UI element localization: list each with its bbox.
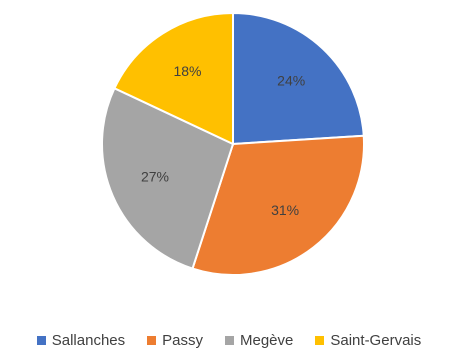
data-label-megeve: 27% [141,168,169,184]
legend-label: Sallanches [51,332,126,349]
legend-label: Megève [240,332,294,349]
pie-slice-megeve [101,86,235,270]
pie-slice-sallanches [232,11,365,146]
legend-item-megeve: Megève [225,332,293,349]
legend-item-passy: Passy [147,332,203,349]
pie-slice-passy [191,134,365,276]
data-label-passy: 31% [271,202,299,218]
legend-swatch-passy [147,336,157,345]
pie-slice-saint-gervais [113,11,234,146]
legend-swatch-sallanches [36,336,46,345]
data-label-saint-gervais: 18% [173,63,201,79]
data-label-sallanches: 24% [277,73,305,89]
legend-swatch-megeve [225,336,234,345]
legend-label: Saint-Gervais [330,332,422,349]
legend-item-saint-gervais: Saint-Gervais [315,332,421,349]
legend-item-sallanches: Sallanches [36,332,126,349]
legend-label: Passy [162,332,203,349]
legend-swatch-saint-gervais [315,336,325,345]
legend: Sallanches Passy Megève Saint-Gervais [0,332,458,349]
